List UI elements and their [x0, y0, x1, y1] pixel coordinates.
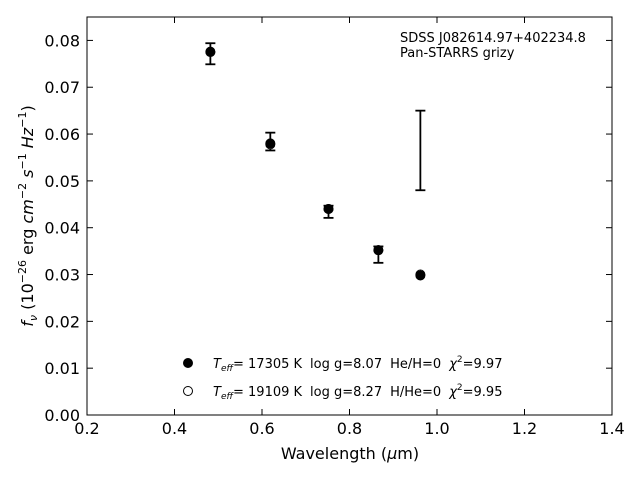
- legend-1-teff-sub: eff: [221, 364, 235, 374]
- annotation-survey: Pan-STARRS grizy: [400, 46, 515, 61]
- y-tick-label: 0.00: [44, 406, 80, 425]
- x-axis-label: Wavelength (μm): [281, 444, 419, 463]
- legend-marker-open: [183, 386, 193, 396]
- legend-1-teff-value: = 17305 K: [233, 357, 303, 372]
- legend-1-chi-value: =9.97: [463, 357, 503, 372]
- series-filled-circles: [205, 47, 426, 281]
- x-tick-label: 0.4: [162, 419, 187, 438]
- x-tick-label: 0.8: [337, 419, 362, 438]
- legend-2-teff-prefix: T: [213, 385, 222, 400]
- x-tick-label: 1.4: [599, 419, 624, 438]
- y-axis-ticks: 0.00 0.01 0.02 0.03 0.04 0.05 0.06 0.07 0.08: [44, 31, 612, 425]
- x-tick-label: 1.0: [424, 419, 449, 438]
- legend-1-teff-prefix: T: [213, 357, 222, 372]
- model-point-filled: [205, 47, 216, 58]
- model-point-filled: [415, 270, 426, 281]
- x-tick-label: 0.2: [74, 419, 99, 438]
- legend-2-chi-sup: 2: [457, 383, 463, 393]
- legend-2-chi: χ: [448, 385, 458, 400]
- y-tick-label: 0.02: [44, 312, 80, 331]
- x-axis-ticks: 0.2 0.4 0.6 0.8 1.0 1.2 1.4: [74, 17, 625, 438]
- model-point-filled: [265, 138, 276, 149]
- legend-entry-2: Teff= 19109 K log g=8.27 H/He=0 χ2=9.95: [213, 383, 502, 402]
- annotation-object-name: SDSS J082614.97+402234.8: [400, 31, 586, 46]
- y-tick-label: 0.03: [44, 266, 80, 285]
- legend-1-chi-sup: 2: [457, 355, 463, 365]
- model-point-filled: [373, 245, 384, 256]
- legend-2-teff-value: = 19109 K: [233, 385, 303, 400]
- x-tick-label: 0.6: [249, 419, 274, 438]
- legend-1-comp: He/H=0: [390, 357, 441, 372]
- y-tick-label: 0.06: [44, 125, 80, 144]
- legend-1-chi: χ: [448, 357, 458, 372]
- legend-1-logg: log g=8.07: [310, 357, 382, 372]
- y-tick-label: 0.01: [44, 359, 80, 378]
- y-tick-label: 0.07: [44, 78, 80, 97]
- legend-2-chi-value: =9.95: [463, 385, 503, 400]
- legend-entry-1: Teff= 17305 K log g=8.07 He/H=0 χ2=9.97: [213, 355, 502, 374]
- y-tick-label: 0.04: [44, 219, 80, 238]
- y-axis-label: fν (10−26 erg cm−2 s−1 Hz−1): [16, 105, 40, 326]
- x-tick-label: 1.2: [512, 419, 537, 438]
- legend-2-logg: log g=8.27: [310, 385, 382, 400]
- legend-2-comp: H/He=0: [390, 385, 441, 400]
- y-tick-label: 0.08: [44, 31, 80, 50]
- model-point-filled: [323, 203, 334, 214]
- y-tick-label: 0.05: [44, 172, 80, 191]
- legend-2-teff-sub: eff: [221, 392, 235, 402]
- legend-marker-filled: [183, 358, 193, 368]
